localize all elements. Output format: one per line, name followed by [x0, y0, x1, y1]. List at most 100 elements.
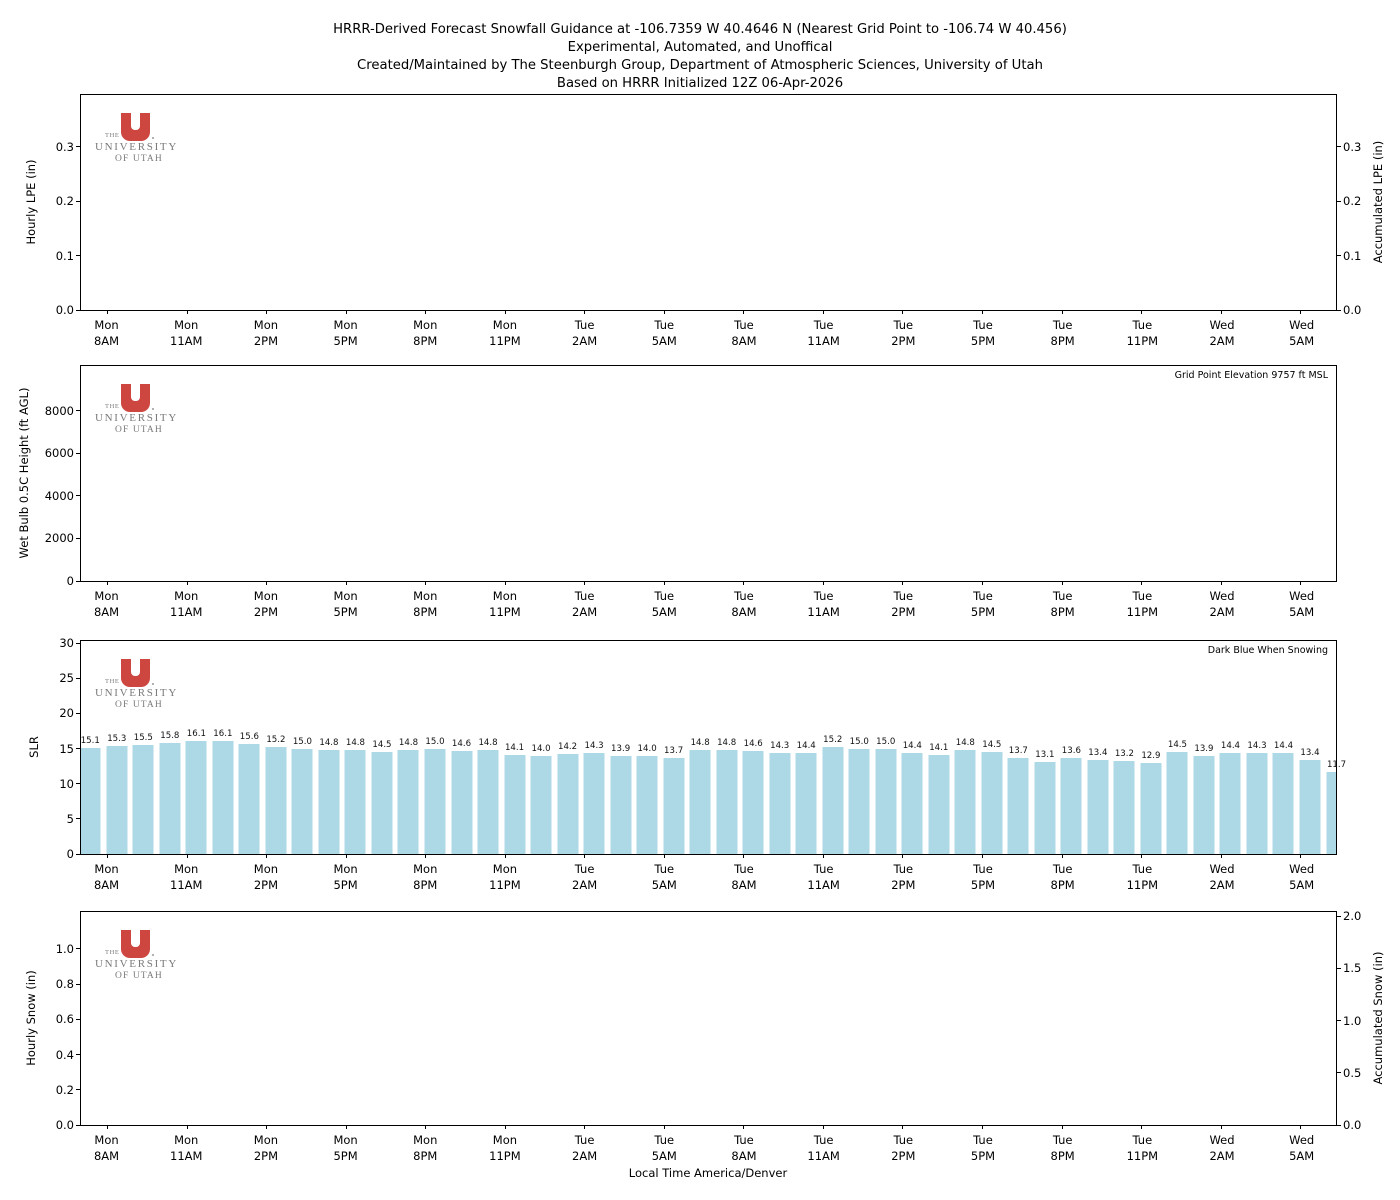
y-tick-mark	[76, 818, 80, 820]
x-tick-time: 8AM	[93, 334, 120, 348]
utah-block-u-notch	[131, 384, 140, 401]
panel-slr: Dark Blue When Snowing 0 5 10 15 20 25 30 15.1 1…	[59, 636, 1346, 861]
slr-bar	[1326, 771, 1336, 854]
x-tick-label: Mon 8AM	[94, 317, 119, 349]
slr-bar	[1193, 756, 1215, 854]
slr-bar	[371, 752, 393, 854]
x-tick-day: Tue	[1052, 589, 1073, 603]
x-tick-day: Wed	[1209, 318, 1235, 332]
x-tick-mark	[504, 1125, 506, 1129]
x-tick-day: Tue	[574, 1133, 595, 1147]
x-tick-day: Mon	[492, 862, 518, 876]
y-tick-label: 0.4	[55, 1047, 74, 1062]
x-tick-day: Tue	[654, 589, 675, 603]
x-tick-time: 11AM	[807, 605, 840, 619]
y-tick-mark	[76, 948, 80, 950]
x-tick-label: Mon 2PM	[254, 861, 278, 893]
ylabel-accumulated-lpe: Accumulated LPE (in)	[1371, 140, 1385, 264]
x-tick-label: Wed 2AM	[1209, 861, 1234, 893]
x-tick-time: 11AM	[170, 605, 203, 619]
y-tick-mark-right	[1337, 1020, 1341, 1022]
x-tick-time: 2PM	[891, 334, 916, 348]
x-tick-day: Tue	[1132, 589, 1153, 603]
y-tick-mark	[76, 146, 80, 148]
x-tick-label: Tue 8AM	[731, 1132, 756, 1164]
slr-bar	[928, 754, 950, 854]
logo-text-of-utah: OF UTAH	[115, 971, 163, 981]
x-tick-time: 2AM	[1209, 878, 1235, 892]
x-tick-mark	[663, 854, 665, 858]
x-tick-mark	[504, 854, 506, 858]
x-tick-mark	[186, 854, 188, 858]
x-tick-label: Mon 8PM	[413, 1132, 437, 1164]
x-tick-day: Tue	[813, 589, 834, 603]
x-tick-time: 11PM	[1126, 1149, 1159, 1163]
slr-bar	[132, 745, 154, 854]
x-tick-day: Tue	[973, 318, 993, 332]
y-tick-label: 0.3	[55, 139, 74, 154]
x-tick-label: Tue 2AM	[572, 588, 597, 620]
x-tick-mark	[1220, 1125, 1222, 1129]
x-tick-day: Wed	[1289, 1133, 1315, 1147]
x-tick-label: Mon 2PM	[254, 317, 278, 349]
slr-bar	[954, 749, 976, 854]
y-tick-label: 2000	[44, 531, 74, 546]
x-tick-label: Tue 5PM	[971, 317, 995, 349]
y-tick-label: 30	[59, 636, 74, 651]
x-tick-label: Mon 11AM	[170, 861, 202, 893]
x-tick-label: Mon 2PM	[254, 1132, 278, 1164]
x-tick-day: Tue	[973, 589, 993, 603]
x-tick-time: 8AM	[731, 1149, 757, 1163]
x-tick-mark	[1141, 310, 1143, 314]
x-tick-time: 5AM	[1289, 878, 1315, 892]
y-tick-mark	[76, 712, 80, 714]
x-tick-mark	[822, 581, 824, 585]
y-tick-label: 6000	[44, 446, 74, 461]
slr-bar	[795, 752, 817, 854]
x-tick-time: 2PM	[891, 605, 916, 619]
x-tick-time: 11PM	[489, 1149, 521, 1163]
x-tick-day: Tue	[1052, 318, 1073, 332]
y-tick-label-right: 0.0	[1343, 1118, 1362, 1132]
utah-block-u-notch	[131, 930, 140, 947]
x-tick-time: 5PM	[333, 605, 358, 619]
title-line-2: Experimental, Automated, and Unoffical	[567, 40, 833, 55]
x-tick-time: 8PM	[413, 605, 438, 619]
x-tick-time: 8AM	[93, 605, 120, 619]
x-tick-time: 5AM	[651, 878, 677, 892]
registered-mark-dot	[152, 408, 154, 410]
x-tick-day: Wed	[1209, 589, 1235, 603]
x-tick-day: Mon	[253, 589, 279, 603]
x-tick-label: Mon 8PM	[413, 317, 437, 349]
x-tick-day: Tue	[813, 1133, 834, 1147]
x-tick-label: Mon 11PM	[489, 317, 521, 349]
y-tick-mark-right	[1337, 255, 1341, 257]
slr-bar	[106, 746, 128, 854]
x-tick-mark	[743, 581, 745, 585]
x-tick-day: Tue	[734, 318, 754, 332]
x-tick-time: 5AM	[651, 334, 677, 348]
y-tick-mark	[76, 983, 80, 985]
x-tick-day: Wed	[1289, 589, 1315, 603]
x-tick-label: Tue 5AM	[652, 588, 677, 620]
y-tick-label: 0.6	[55, 1012, 74, 1027]
y-tick-mark	[76, 677, 80, 679]
x-tick-label: Mon 8AM	[94, 1132, 119, 1164]
x-tick-label: Tue 5PM	[971, 588, 995, 620]
x-tick-time: 2PM	[891, 1149, 916, 1163]
x-tick-label: Tue 11PM	[1127, 1132, 1159, 1164]
slr-bar	[636, 755, 658, 854]
x-tick-day: Tue	[574, 862, 595, 876]
x-tick-day: Mon	[94, 318, 119, 332]
y-tick-mark-right	[1337, 309, 1341, 311]
panel-wet-bulb-height: Grid Point Elevation 9757 ft MSL 0 2000 40…	[45, 365, 1337, 588]
x-tick-label: Tue 2PM	[891, 317, 915, 349]
x-tick-day: Mon	[94, 589, 119, 603]
x-tick-mark	[822, 310, 824, 314]
slr-bar	[504, 754, 526, 854]
y-tick-mark	[76, 410, 80, 412]
x-tick-label: Tue 2AM	[572, 317, 597, 349]
slr-bar	[1272, 752, 1294, 854]
x-tick-label: Tue 11AM	[807, 588, 839, 620]
